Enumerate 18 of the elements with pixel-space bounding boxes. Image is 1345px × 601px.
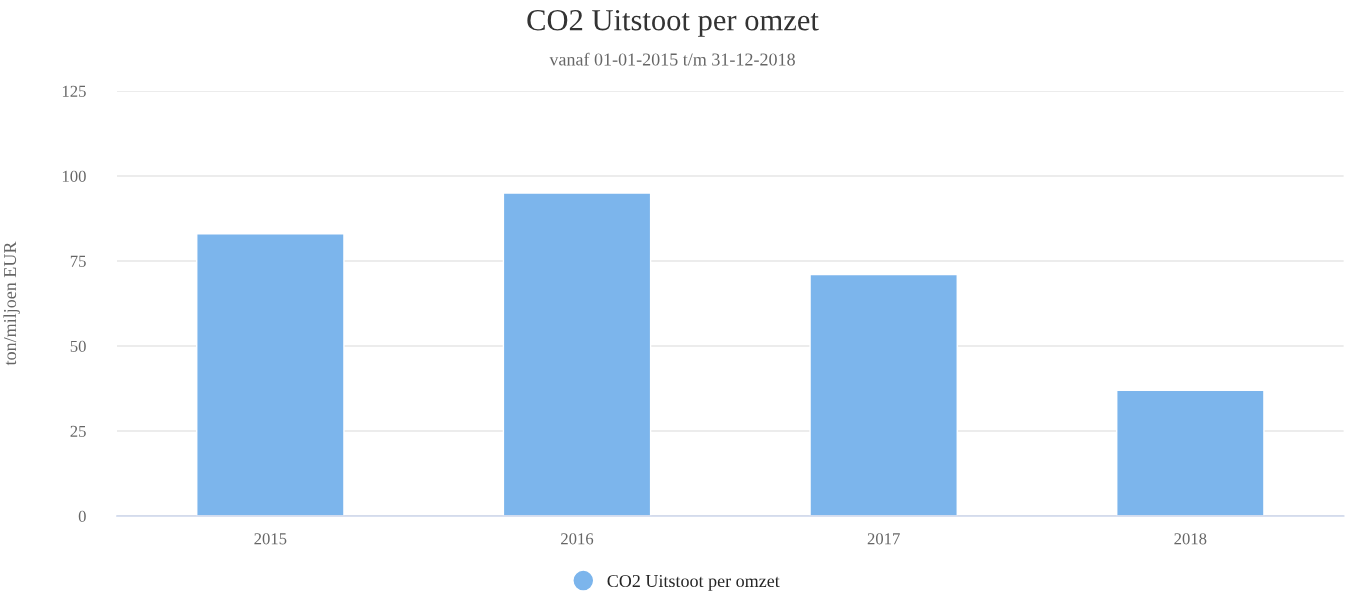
y-tick-label: 50: [70, 340, 86, 352]
chart-subtitle: vanaf 01-01-2015 t/m 31-12-2018: [549, 52, 795, 66]
y-axis-title: ton/miljoen EUR: [3, 241, 20, 366]
chart-title: CO2 Uitstoot per omzet: [527, 9, 819, 37]
y-tick-label: 100: [62, 170, 86, 182]
x-tick-label: 2016: [561, 533, 594, 545]
y-tick-label: 75: [70, 255, 86, 267]
bar: [502, 192, 652, 517]
x-tick-label: 2018: [1174, 533, 1207, 545]
x-tick-label: 2015: [254, 533, 287, 545]
y-tick-label: 125: [62, 85, 86, 97]
bar: [1116, 389, 1265, 517]
bar: [196, 233, 345, 517]
y-tick-label: 0: [78, 510, 86, 522]
x-tick-label: 2017: [867, 533, 900, 545]
bar: [809, 273, 958, 517]
y-tick-label: 25: [70, 425, 86, 437]
legend-label: CO2 Uitstoot per omzet: [607, 574, 780, 591]
